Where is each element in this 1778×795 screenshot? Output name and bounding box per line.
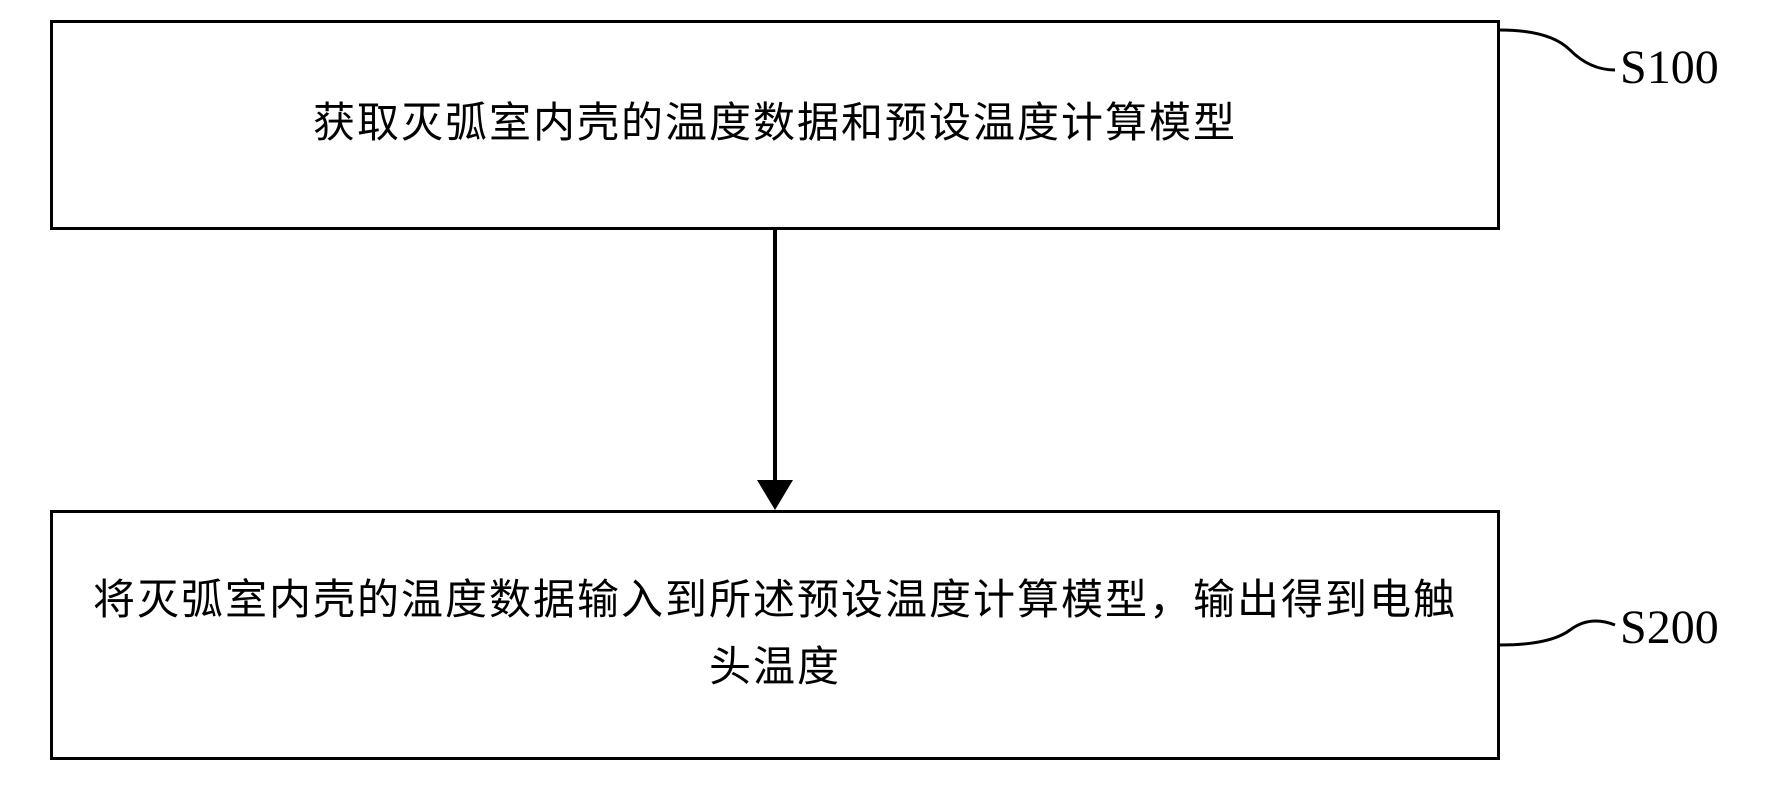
leader-curve-2	[1500, 600, 1620, 660]
step-label-s200: S200	[1620, 600, 1719, 655]
flowchart-box-2: 将灭弧室内壳的温度数据输入到所述预设温度计算模型，输出得到电触头温度	[50, 510, 1500, 760]
flowchart-box-1: 获取灭弧室内壳的温度数据和预设温度计算模型	[50, 20, 1500, 230]
flowchart-box-1-text: 获取灭弧室内壳的温度数据和预设温度计算模型	[313, 91, 1237, 158]
flowchart-box-2-text: 将灭弧室内壳的温度数据输入到所述预设温度计算模型，输出得到电触头温度	[93, 568, 1457, 702]
leader-curve-1	[1500, 25, 1620, 85]
arrow-line	[773, 230, 777, 485]
step-label-s100: S100	[1620, 40, 1719, 95]
arrow-head	[757, 480, 793, 510]
